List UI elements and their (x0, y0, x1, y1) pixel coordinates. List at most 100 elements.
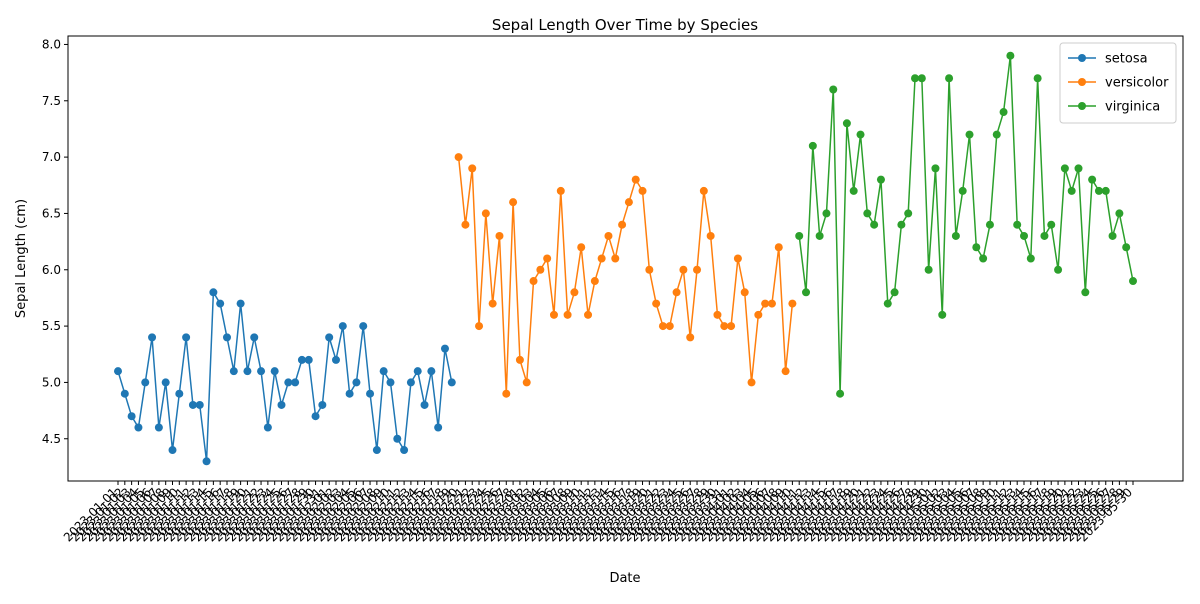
data-point (699, 186, 708, 195)
data-point (802, 288, 811, 297)
data-point (114, 367, 122, 376)
data-point (1101, 186, 1110, 195)
data-point (1006, 51, 1015, 60)
y-axis-label: Sepal Length (cm) (14, 199, 29, 318)
data-point (509, 198, 518, 207)
data-point (277, 400, 286, 409)
data-point (243, 367, 252, 376)
data-point (638, 186, 647, 195)
series-setosa (114, 288, 456, 466)
chart-title: Sepal Length Over Time by Species (492, 16, 758, 34)
data-point (931, 164, 940, 173)
data-point (1047, 220, 1056, 229)
data-point (590, 277, 599, 286)
legend-label: virginica (1105, 100, 1160, 115)
data-point (386, 378, 395, 387)
data-point (618, 220, 627, 229)
data-point (1060, 164, 1069, 173)
y-tick-label: 6.5 (42, 206, 61, 220)
data-point (488, 299, 497, 308)
data-point (468, 164, 477, 173)
data-point (836, 389, 845, 398)
data-point (209, 288, 218, 297)
data-point (563, 310, 572, 319)
data-point (529, 277, 538, 286)
data-point (876, 175, 885, 184)
series-virginica (795, 51, 1137, 398)
data-point (897, 220, 906, 229)
data-point (1115, 209, 1124, 218)
data-point (393, 434, 402, 443)
data-point (658, 322, 667, 331)
data-point (945, 74, 954, 83)
data-point (720, 322, 729, 331)
data-point (842, 119, 851, 128)
data-point (808, 141, 817, 150)
data-point (706, 231, 715, 240)
data-point (999, 108, 1008, 117)
data-point (515, 355, 524, 364)
data-point (570, 288, 579, 297)
data-point (502, 389, 511, 398)
data-point (148, 333, 157, 342)
data-point (359, 322, 368, 331)
y-tick-label: 7.5 (42, 94, 61, 108)
data-point (257, 367, 266, 376)
y-tick-label: 7.0 (42, 150, 61, 164)
data-point (127, 412, 136, 421)
data-point (1129, 277, 1137, 286)
data-point (263, 423, 272, 432)
data-point (1094, 186, 1103, 195)
data-point (665, 322, 674, 331)
data-point (400, 446, 409, 455)
data-point (168, 446, 177, 455)
data-point (631, 175, 640, 184)
data-point (992, 130, 1001, 139)
data-point (366, 389, 375, 398)
data-point (624, 198, 633, 207)
data-point (727, 322, 736, 331)
data-point (379, 367, 388, 376)
data-point (761, 299, 770, 308)
data-point (965, 130, 974, 139)
y-tick-label: 4.5 (42, 432, 61, 446)
data-point (1026, 254, 1035, 263)
data-point (1020, 231, 1029, 240)
data-point (774, 243, 783, 252)
data-point (577, 243, 586, 252)
data-point (447, 378, 456, 387)
data-point (924, 265, 933, 274)
data-point (863, 209, 872, 218)
data-point (236, 299, 245, 308)
data-point (216, 299, 225, 308)
data-point (604, 231, 613, 240)
data-point (154, 423, 163, 432)
data-point (311, 412, 320, 421)
data-point (141, 378, 150, 387)
data-point (597, 254, 606, 263)
data-point (1074, 164, 1083, 173)
data-point (345, 389, 354, 398)
data-point (291, 378, 300, 387)
data-point (958, 186, 967, 195)
y-tick-label: 6.0 (42, 263, 61, 277)
data-point (427, 367, 436, 376)
data-point (815, 231, 824, 240)
data-point (951, 231, 960, 240)
data-point (495, 231, 504, 240)
data-point (754, 310, 763, 319)
data-point (440, 344, 449, 353)
data-point (481, 209, 490, 218)
data-point (120, 389, 129, 398)
data-point (938, 310, 947, 319)
data-point (733, 254, 742, 263)
data-point (420, 400, 429, 409)
data-point (822, 209, 831, 218)
data-point (195, 400, 204, 409)
data-point (747, 378, 756, 387)
legend-label: setosa (1105, 52, 1148, 67)
data-point (767, 299, 776, 308)
data-point (461, 220, 470, 229)
data-point (1081, 288, 1090, 297)
